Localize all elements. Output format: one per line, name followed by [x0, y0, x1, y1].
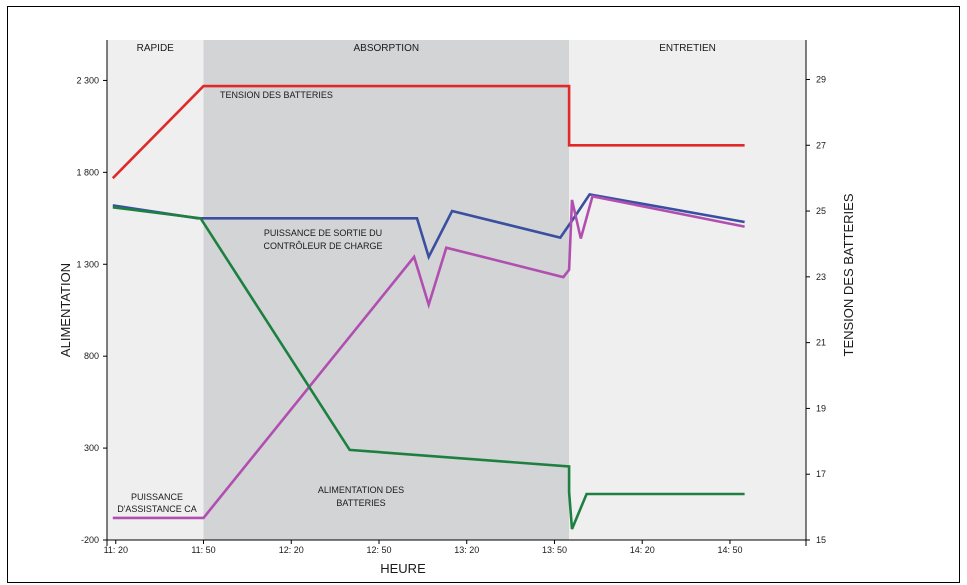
series-line-1	[112, 192, 745, 261]
left-axis-tick-label-4: 1 800	[76, 167, 99, 177]
right-axis: 15 17 19 21 23 25 27 29	[805, 40, 826, 546]
left-axis: -200 300 800 1 300 1 800 2 300	[76, 40, 108, 546]
phase-label-1: ABSORPTION	[354, 43, 420, 54]
right-axis-tick-label-6: 27	[816, 140, 826, 150]
series-lines	[111, 84, 745, 530]
left-axis-tick-label-0: -200	[81, 535, 99, 545]
right-axis-tick-label-1: 17	[816, 469, 826, 479]
left-axis-tick-label-2: 800	[84, 351, 99, 361]
battery-series-label-line2: BATTERIES	[336, 498, 385, 508]
right-axis-tick-label-5: 25	[816, 206, 826, 216]
x-axis: 11: 20 11: 50 12: 20 12: 50 13: 20 13: 50 14: …	[104, 539, 806, 555]
right-axis-title: TENSION DES BATTERIES	[841, 193, 856, 356]
left-axis-tick-label-5: 2 300	[76, 75, 99, 85]
phase-bands: RAPIDE ABSORPTION ENTRETIEN	[107, 40, 806, 540]
right-axis-tick-label-0: 15	[816, 535, 826, 545]
x-axis-title: HEURE	[380, 561, 426, 576]
x-axis-tick-label-4: 13: 20	[454, 545, 479, 555]
series-line-0	[111, 84, 745, 180]
right-axis-tick-label-7: 29	[816, 74, 826, 84]
x-axis-tick-label-2: 12: 20	[279, 545, 304, 555]
x-axis-tick-label-7: 14: 50	[717, 545, 742, 555]
controller-series-label-line1: PUISSANCE DE SORTIE DU	[264, 228, 382, 238]
x-axis-tick-label-1: 11: 50	[191, 545, 215, 555]
x-axis-tick-label-5: 13: 50	[542, 545, 567, 555]
phase-label-2: ENTRETIEN	[659, 43, 716, 54]
controller-series-label-line2: CONTRÔLEUR DE CHARGE	[263, 241, 382, 251]
ac-assist-label-line2: D'ASSISTANCE CA	[117, 504, 197, 514]
series-line-2	[112, 194, 745, 520]
ac-assist-label-line1: PUISSANCE	[131, 492, 183, 502]
phase-label-0: RAPIDE	[137, 43, 175, 54]
left-axis-tick-label-3: 1 300	[76, 259, 99, 269]
voltage-series-label: TENSION DES BATTERIES	[220, 90, 333, 100]
right-axis-tick-label-4: 23	[816, 272, 826, 282]
x-axis-tick-label-0: 11: 20	[104, 545, 128, 555]
x-axis-tick-label-6: 14: 20	[630, 545, 655, 555]
phase-band-0	[107, 40, 204, 540]
series-line-3	[112, 206, 745, 530]
right-axis-tick-label-2: 19	[816, 403, 826, 413]
left-axis-tick-label-1: 300	[84, 443, 99, 453]
left-axis-title: ALIMENTATION	[58, 263, 73, 357]
right-axis-tick-label-3: 21	[816, 338, 826, 348]
phase-band-2	[569, 40, 806, 540]
x-axis-tick-label-3: 12: 50	[366, 545, 391, 555]
battery-series-label-line1: ALIMENTATION DES	[318, 485, 404, 495]
